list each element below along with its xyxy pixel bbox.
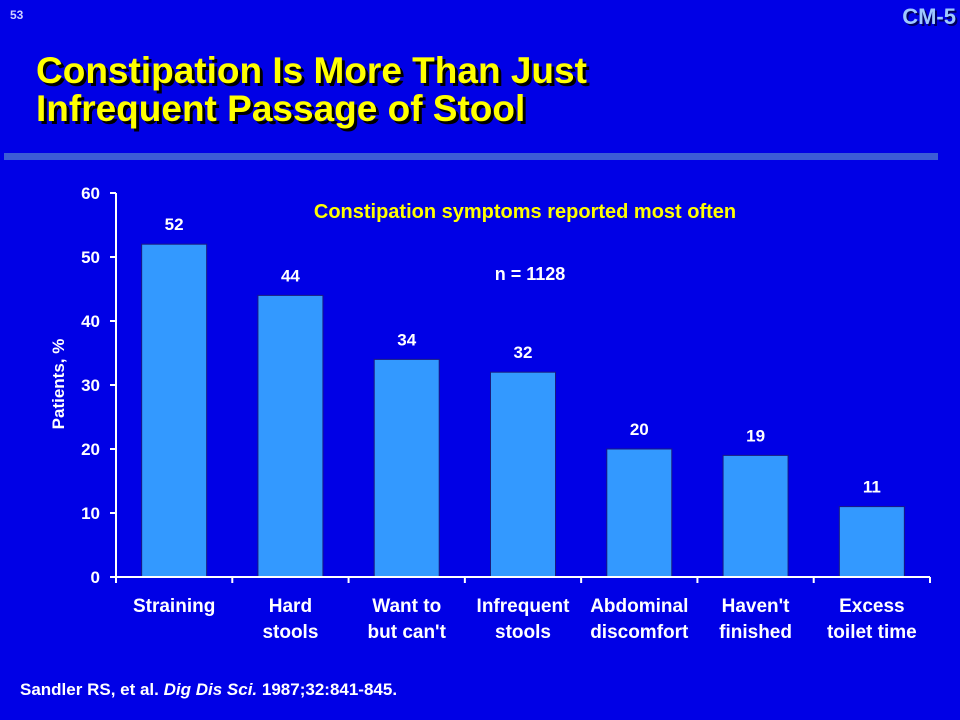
bar-value-label-4: 20 — [630, 420, 649, 439]
x-category-label-4: Abdominal discomfort — [590, 596, 689, 643]
x-category-label-2-line-1: but can't — [368, 622, 447, 643]
x-category-label-3: Infrequent stools — [477, 596, 571, 643]
bar-5 — [722, 454, 789, 578]
x-category-label-1: Hard stools — [262, 596, 318, 643]
citation-authors: Sandler RS, et al. — [20, 680, 159, 699]
slide-code: CM-5 — [902, 4, 956, 29]
x-category-label-2-line-0: Want to — [372, 596, 441, 617]
bar-value-label-3: 32 — [514, 343, 533, 362]
bar-value-label-5: 19 — [746, 426, 765, 445]
x-category-label-3-line-1: stools — [495, 622, 551, 643]
x-category-label-6: Excess toilet time — [827, 596, 917, 643]
bar-3 — [490, 371, 556, 578]
x-category-label-1-line-1: stools — [262, 622, 318, 643]
y-tick-label-5: 50 — [81, 248, 100, 267]
bar-2 — [373, 358, 440, 578]
slide-title-line-2: Infrequent Passage of Stool — [36, 88, 526, 129]
y-tick-label-4: 40 — [81, 312, 100, 331]
citation-journal: Dig Dis Sci. — [163, 680, 258, 699]
bar-value-label-6: 11 — [863, 478, 881, 497]
x-labels-group: Straining Hard stools Want to but can't Infre… — [133, 596, 917, 643]
x-category-label-4-line-1: discomfort — [590, 622, 689, 643]
value-labels-group: 52 44 34 32 20 19 11 — [165, 215, 881, 496]
bar-0 — [141, 243, 208, 578]
chart-annotation-n: n = 1128 — [495, 264, 566, 284]
x-category-label-6-line-1: toilet time — [827, 622, 917, 643]
bar-1 — [257, 294, 324, 578]
x-category-label-2: Want to but can't — [368, 596, 447, 643]
x-category-label-5-line-0: Haven't — [722, 596, 791, 617]
x-category-label-4-line-0: Abdominal — [590, 596, 688, 617]
y-tick-label-3: 30 — [81, 376, 100, 395]
bar-4 — [606, 448, 673, 578]
bar-value-label-1: 44 — [281, 266, 300, 285]
x-category-label-6-line-0: Excess — [839, 596, 905, 617]
y-axis-label: Patients, % — [49, 339, 68, 430]
bar-value-label-2: 34 — [397, 330, 416, 349]
bar-value-label-0: 52 — [165, 215, 184, 234]
bars-group — [141, 243, 905, 578]
bar-6 — [838, 506, 905, 578]
x-category-label-0: Straining — [133, 596, 215, 617]
slide-number: 53 — [10, 8, 24, 22]
x-category-label-1-line-0: Hard — [269, 596, 312, 617]
slide-title-line-1: Constipation Is More Than Just — [36, 50, 587, 91]
x-category-label-5-line-1: finished — [719, 622, 792, 643]
citation-details: 1987;32:841-845. — [261, 680, 398, 699]
x-category-label-3-line-0: Infrequent — [477, 596, 571, 617]
x-category-label-0-line-0: Straining — [133, 596, 215, 617]
chart-title: Constipation symptoms reported most ofte… — [314, 201, 736, 223]
y-tick-label-6: 60 — [81, 184, 100, 203]
slide-title: Constipation Is More Than Just Infrequen… — [36, 52, 916, 128]
title-divider — [4, 153, 938, 160]
citation: Sandler RS, et al. Dig Dis Sci. 1987;32:… — [20, 680, 397, 700]
y-tick-label-2: 20 — [81, 440, 100, 459]
x-category-label-5: Haven't finished — [719, 596, 792, 643]
y-ticks-group: 0 10 20 30 40 50 60 — [81, 184, 116, 587]
y-tick-label-1: 10 — [81, 504, 100, 523]
y-tick-label-0: 0 — [91, 568, 100, 587]
